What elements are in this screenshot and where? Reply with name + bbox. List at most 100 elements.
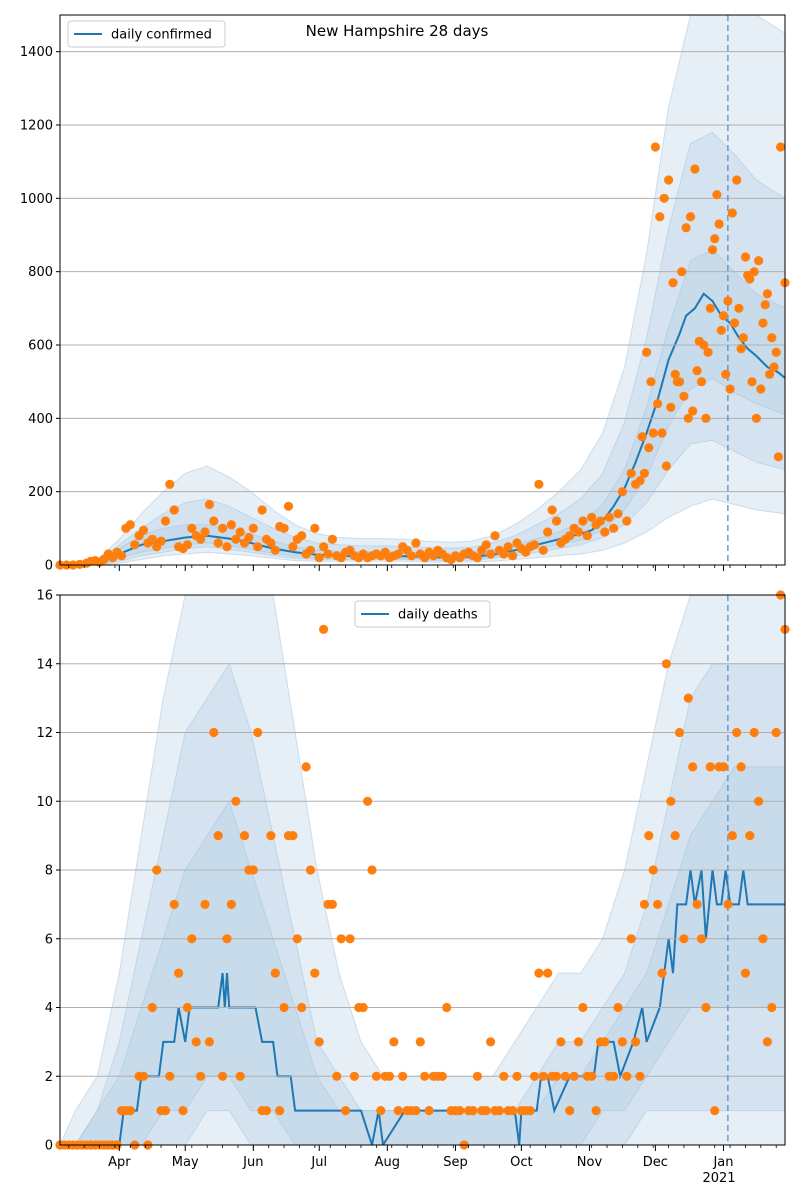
data-point [776,142,786,152]
y-tick-label: 1400 [20,45,53,60]
data-point [481,540,491,550]
y-tick-label: 400 [28,412,53,427]
data-point [472,553,482,563]
data-point [384,1071,395,1081]
data-point [314,1037,324,1047]
x-tick-label: Apr [108,1155,131,1170]
data-point [507,551,518,561]
data-point [569,1071,579,1081]
data-point [253,727,263,738]
data-point [138,1071,149,1081]
y-tick-label: 1000 [20,192,53,207]
data-point [613,1002,623,1013]
data-point [512,1071,522,1081]
data-point [668,278,678,288]
data-point [578,1002,588,1013]
data-point [758,934,768,944]
data-point [499,549,509,559]
data-point [760,300,770,310]
data-point [745,831,755,841]
confidence-band-2 [60,766,785,1145]
data-point [749,727,759,738]
data-point [336,934,346,944]
data-point [187,523,197,533]
data-point [712,190,722,200]
data-point [156,536,166,546]
data-point [743,270,753,280]
data-point [248,523,258,533]
data-point [534,968,544,978]
data-point [613,509,623,519]
legend-box [67,20,226,48]
data-point [747,377,757,387]
data-point [679,934,689,944]
data-point [534,479,544,489]
data-point [147,1002,157,1013]
data-point [420,1071,430,1081]
data-point [732,175,742,185]
data-point [332,1071,342,1081]
data-point [125,520,135,530]
data-point [209,516,219,526]
data-point [591,1106,601,1116]
data-point [319,542,329,552]
data-point [525,1106,535,1116]
data-point [701,1002,711,1013]
data-point [701,413,711,423]
data-point [204,499,214,510]
data-point [239,831,250,841]
data-point [424,1106,434,1116]
data-point [275,1106,285,1116]
data-point [644,831,654,841]
y-tick-label: 4 [45,1001,53,1016]
data-point [637,432,647,442]
data-point [617,1037,628,1047]
y-tick-label: 6 [45,932,53,947]
data-point [756,384,766,394]
data-point [455,1106,465,1116]
data-point [538,545,548,555]
data-point [609,1071,619,1081]
data-point [499,1071,509,1081]
data-point [688,406,698,416]
data-point [481,1106,491,1116]
data-point [257,505,267,515]
data-point [740,252,751,262]
data-point [292,934,302,944]
data-point [573,527,584,537]
data-point [174,968,184,978]
data-point [218,523,228,533]
data-point [738,333,748,343]
data-point [319,624,329,635]
data-point [297,531,307,541]
x-tick-label: Oct [510,1155,532,1170]
data-point [670,831,680,841]
data-point [653,899,663,910]
data-point [642,347,652,357]
data-point [685,212,696,222]
data-point [727,208,737,218]
data-point [288,542,298,552]
data-point [765,369,775,379]
y-tick-label: 2 [45,1070,53,1085]
data-point [327,534,337,544]
data-point [705,762,715,772]
data-point [734,303,744,313]
data-point [147,534,157,544]
legend-box [354,600,491,628]
data-point [253,542,263,552]
data-point [692,899,702,910]
data-point [538,1071,548,1081]
data-point [718,762,729,772]
data-point [721,369,731,379]
data-point [565,531,575,541]
data-point [116,551,127,561]
data-point [635,1071,645,1081]
data-point [769,362,779,372]
data-point [626,468,636,478]
data-point [565,1106,575,1116]
data-point [472,1071,482,1081]
data-point [560,1071,570,1081]
data-point [371,1071,381,1081]
